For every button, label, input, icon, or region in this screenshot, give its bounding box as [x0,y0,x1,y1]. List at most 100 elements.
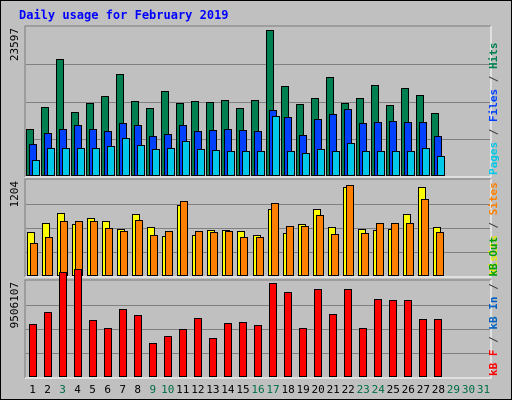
bar-sites-day-17 [271,203,279,276]
bar-sites-day-2 [45,237,53,276]
bar-pages-day-21 [332,151,340,176]
bar-sites-day-21 [331,234,339,276]
plot-border-shadow [24,279,491,378]
bar-pages-day-22 [347,143,355,176]
bar-sites-day-12 [195,231,203,276]
bar-sites-day-7 [120,231,128,276]
bar-kb-f-day-27 [419,319,427,377]
bar-pages-day-11 [182,141,190,176]
bar-kb-f-day-1 [29,324,37,377]
chart-title: Daily usage for February 2019 [19,8,229,22]
bar-kb-f-day-9 [149,343,157,377]
legend-visits: Visits [487,235,500,275]
x-tick-label-day-19: 19 [296,383,309,396]
bar-kb-f-day-20 [314,289,322,377]
legend-label: kB F / kB In / kB Out [487,237,500,376]
x-tick-label-day-7: 7 [119,383,126,396]
x-tick-label-day-13: 13 [206,383,219,396]
bar-sites-day-5 [90,221,98,276]
bar-kb-f-day-8 [134,315,142,377]
bar-sites-day-8 [135,220,143,276]
bar-sites-day-20 [316,215,324,276]
bar-pages-day-9 [152,149,160,176]
bar-sites-day-4 [75,221,83,276]
bar-sites-day-24 [376,223,384,276]
bar-pages-day-15 [242,151,250,176]
bar-kb-f-day-24 [374,299,382,377]
x-tick-label-day-25: 25 [387,383,400,396]
x-tick-label-day-16: 16 [251,383,264,396]
x-tick-label-day-18: 18 [281,383,294,396]
x-tick-label-day-27: 27 [417,383,430,396]
bar-kb-f-day-23 [359,328,367,377]
x-tick-label-day-3: 3 [59,383,66,396]
chart-panels: 23597 Pages / Files / Hits 1204 Visits / Si… [8,25,500,379]
legend-separator: / [487,69,500,89]
bar-kb-f-day-22 [344,289,352,377]
bar-kb-f-day-26 [404,300,412,377]
x-tick-label-day-9: 9 [149,383,156,396]
bar-sites-day-27 [421,199,429,276]
bar-pages-day-26 [407,151,415,176]
x-tick-label-day-31: 31 [477,383,490,396]
legend-pages: Pages [487,142,500,175]
x-tick-label-day-30: 30 [462,383,475,396]
legend-kb-f: kB F [487,350,500,377]
x-tick-label-day-23: 23 [357,383,370,396]
bar-pages-day-24 [377,151,385,176]
bar-pages-day-6 [107,146,115,176]
x-tick-label-day-1: 1 [29,383,36,396]
y-max-label: 23597 [8,28,21,61]
plot-border-shadow [24,25,491,177]
bar-sites-day-23 [361,233,369,276]
legend-separator: / [487,330,500,350]
x-tick-label-day-17: 17 [266,383,279,396]
x-tick-label-day-15: 15 [236,383,249,396]
x-tick-label-day-22: 22 [342,383,355,396]
bar-pages-day-12 [197,149,205,176]
x-tick-label-day-8: 8 [134,383,141,396]
bar-sites-day-15 [240,237,248,276]
bar-sites-day-28 [436,232,444,276]
legend-kb-in: kB In [487,297,500,330]
bar-kb-f-day-17 [269,283,277,377]
legend-label: Visits / Sites [487,182,500,275]
x-tick-label-day-14: 14 [221,383,235,396]
bar-sites-day-3 [60,221,68,276]
x-tick-label-day-28: 28 [432,383,445,396]
x-tick-label-day-5: 5 [89,383,96,396]
bars [29,269,442,377]
bar-sites-day-25 [391,223,399,276]
bar-kb-f-day-2 [44,312,52,377]
bar-pages-day-8 [137,145,145,176]
panel-bottom: 9506107 kB F / kB In / kB Out [8,237,500,379]
x-tick-label-day-10: 10 [161,383,174,396]
bar-pages-day-4 [77,148,85,176]
x-tick-label-day-24: 24 [372,383,386,396]
bar-pages-day-20 [317,149,325,176]
bar-kb-f-day-15 [239,322,247,377]
legend-label: Pages / Files / Hits [487,43,500,176]
bar-kb-f-day-14 [224,323,232,377]
bar-pages-day-16 [257,151,265,176]
bar-kb-f-day-5 [89,320,97,377]
bar-pages-day-19 [302,153,310,176]
bar-pages-day-28 [437,156,445,176]
bar-kb-f-day-28 [434,319,442,377]
y-max-label: 1204 [8,181,21,208]
y-max-label: 9506107 [8,282,21,328]
bars [27,185,444,276]
x-tick-label-day-12: 12 [191,383,204,396]
x-axis-tick-labels: 1 2 3 4 5 6 7 8 9 10 11 12 13 14 15 16 17 18 19 20 21 22 23 24 2… [29,383,490,396]
bar-sites-day-1 [30,243,38,276]
bar-sites-day-13 [210,232,218,276]
x-tick-label-day-6: 6 [104,383,111,396]
plot-border-highlight [25,280,492,379]
x-tick-label-day-11: 11 [176,383,189,396]
bar-sites-day-11 [180,201,188,276]
legend-separator: / [487,215,500,235]
bar-sites-day-26 [406,223,414,276]
bar-kb-f-day-13 [209,338,217,377]
bar-pages-day-18 [287,151,295,176]
